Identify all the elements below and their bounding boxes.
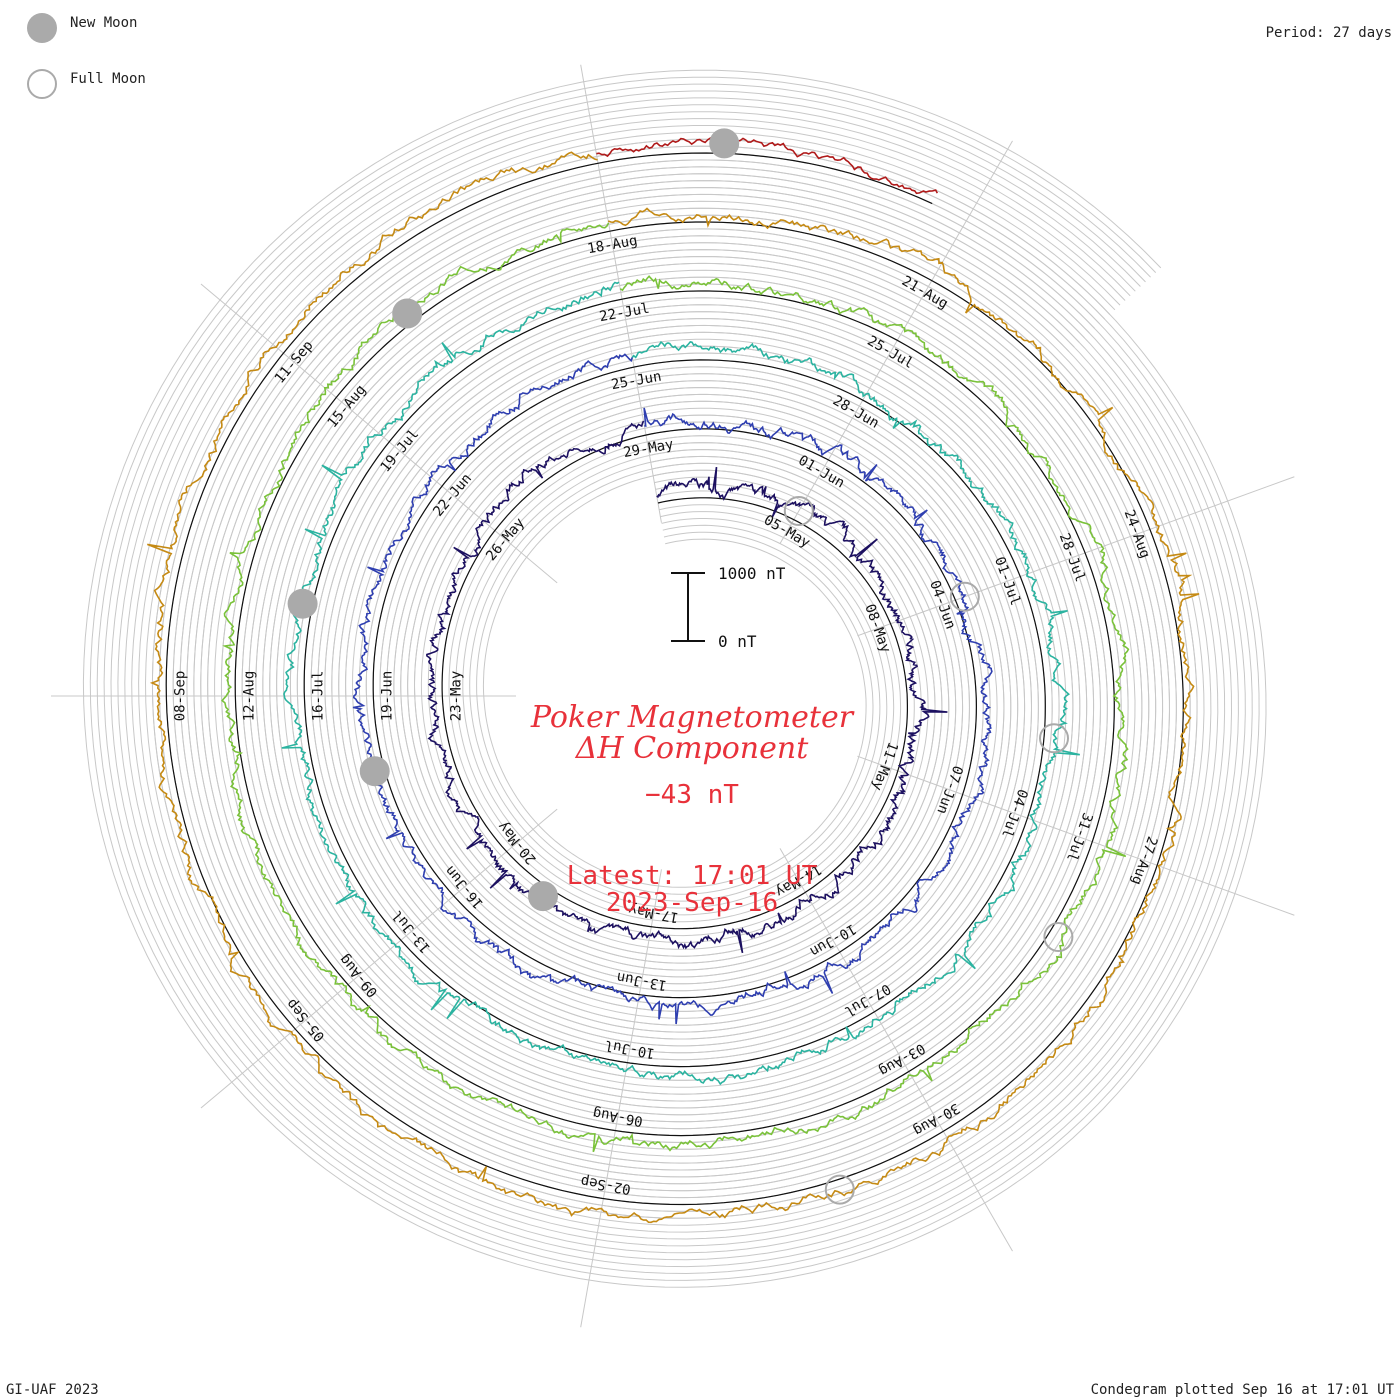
date-tick-label: 11-Sep (272, 338, 317, 387)
date-tick-label: 20-May (495, 818, 540, 867)
full-moon-legend-label: Full Moon (70, 71, 146, 87)
new-moon-marker (528, 881, 558, 912)
date-tick-label: 09-Aug (336, 951, 381, 1000)
current-value: −43 nT (645, 780, 739, 810)
plotted-timestamp: Condegram plotted Sep 16 at 17:01 UT (1091, 1382, 1395, 1398)
grid-ring (200, 186, 1150, 1171)
new-moon-marker (287, 588, 318, 619)
date-tick-label: 13-Jun (616, 969, 669, 994)
grid-ring (179, 166, 1171, 1192)
series-line (147, 151, 1200, 1224)
full-moon-marker (1039, 723, 1069, 754)
moon-markers (287, 128, 1074, 1205)
series-line (352, 353, 993, 1025)
date-tick-label: 22-Jun (430, 471, 475, 520)
series-line (596, 137, 939, 195)
legend: New Moon Full Moon (27, 13, 146, 99)
full-moon-marker (783, 496, 814, 526)
grid-ring (138, 125, 1212, 1233)
scale-top-label: 1000 nT (718, 564, 786, 583)
latest-time: Latest: 17:01 UT (567, 861, 818, 891)
date-tick-label: 24-Aug (1121, 508, 1153, 561)
date-tick-label: 05-Sep (284, 995, 329, 1044)
series-lines (147, 137, 1200, 1224)
series-line (221, 222, 1130, 1153)
grid-ring (124, 111, 1226, 1247)
date-tick-label: 25-Jun (610, 369, 663, 394)
period-label: Period: 27 days (1266, 25, 1392, 41)
scale-bar: 1000 nT 0 nT (671, 564, 786, 651)
date-tick-label: 26-May (483, 515, 528, 564)
day-spoke (580, 869, 662, 1328)
full-moon-marker (1043, 922, 1074, 952)
date-tick-label: 08-May (861, 602, 893, 655)
day-spoke (580, 64, 662, 523)
new-moon-legend-icon (27, 13, 57, 43)
date-tick-label: 27-Aug (1128, 834, 1160, 887)
day-spoke (857, 476, 1295, 637)
scale-bottom-label: 0 nT (718, 632, 757, 651)
day-spoke (200, 808, 558, 1109)
full-moon-marker (824, 1174, 855, 1205)
grid-ring (144, 131, 1205, 1226)
full-moon-marker (949, 581, 980, 612)
date-tick-label: 01-Jul (991, 555, 1023, 608)
date-tick-label: 22-Jul (598, 301, 651, 326)
credit-label: GI-UAF 2023 (6, 1382, 99, 1398)
latest-date: 2023-Sep-16 (606, 888, 778, 918)
new-moon-legend-label: New Moon (70, 15, 137, 31)
chart-title: Poker Magnetometer (530, 700, 855, 735)
series-line (281, 281, 1080, 1086)
new-moon-marker (359, 756, 390, 787)
date-tick-label: 29-May (622, 437, 675, 462)
grid-ring (82, 69, 1267, 1288)
new-moon-marker (709, 128, 740, 159)
day-spokes (51, 64, 1295, 1328)
day-spoke (857, 755, 1295, 916)
grid-ring (110, 97, 1239, 1261)
day-spoke (779, 140, 1013, 544)
date-tick-label: 08-Sep (172, 671, 188, 722)
date-tick-label: 19-Jul (378, 426, 423, 475)
date-tick-label: 28-Jul (1056, 531, 1088, 584)
day-spoke (779, 848, 1013, 1252)
date-tick-label: 31-Jul (1063, 810, 1095, 863)
date-tick-label: 10-Jul (604, 1037, 657, 1062)
date-tick-label: 06-Aug (592, 1105, 645, 1130)
grid-ring (103, 90, 1246, 1268)
date-tick-label: 16-Jul (310, 671, 326, 722)
grid-ring (131, 118, 1219, 1240)
date-tick-label: 02-Sep (580, 1173, 633, 1198)
date-tick-label: 12-Aug (241, 671, 257, 722)
series-line (426, 420, 948, 954)
date-tick-label: 18-Aug (586, 233, 639, 258)
date-tick-label: 11-May (868, 740, 900, 793)
date-tick-label: 13-Jul (389, 907, 434, 956)
baseline-path (165, 152, 1184, 1206)
new-moon-marker (392, 298, 423, 329)
grid-ring (117, 104, 1233, 1254)
full-moon-legend-icon (27, 69, 57, 99)
day-spoke (200, 283, 558, 584)
date-tick-label: 23-May (448, 671, 464, 722)
date-tick-label: 04-Jul (998, 787, 1030, 840)
date-tick-label: 16-Jun (442, 862, 487, 911)
date-tick-label: 19-Jun (379, 671, 395, 722)
grid-ring (151, 138, 1198, 1219)
baseline-spiral (165, 152, 1184, 1206)
polar-grid (82, 69, 1267, 1288)
date-tick-label: 07-Jun (933, 763, 965, 816)
chart-subtitle: ΔH Component (575, 731, 809, 766)
date-tick-label: 15-Aug (325, 382, 370, 431)
